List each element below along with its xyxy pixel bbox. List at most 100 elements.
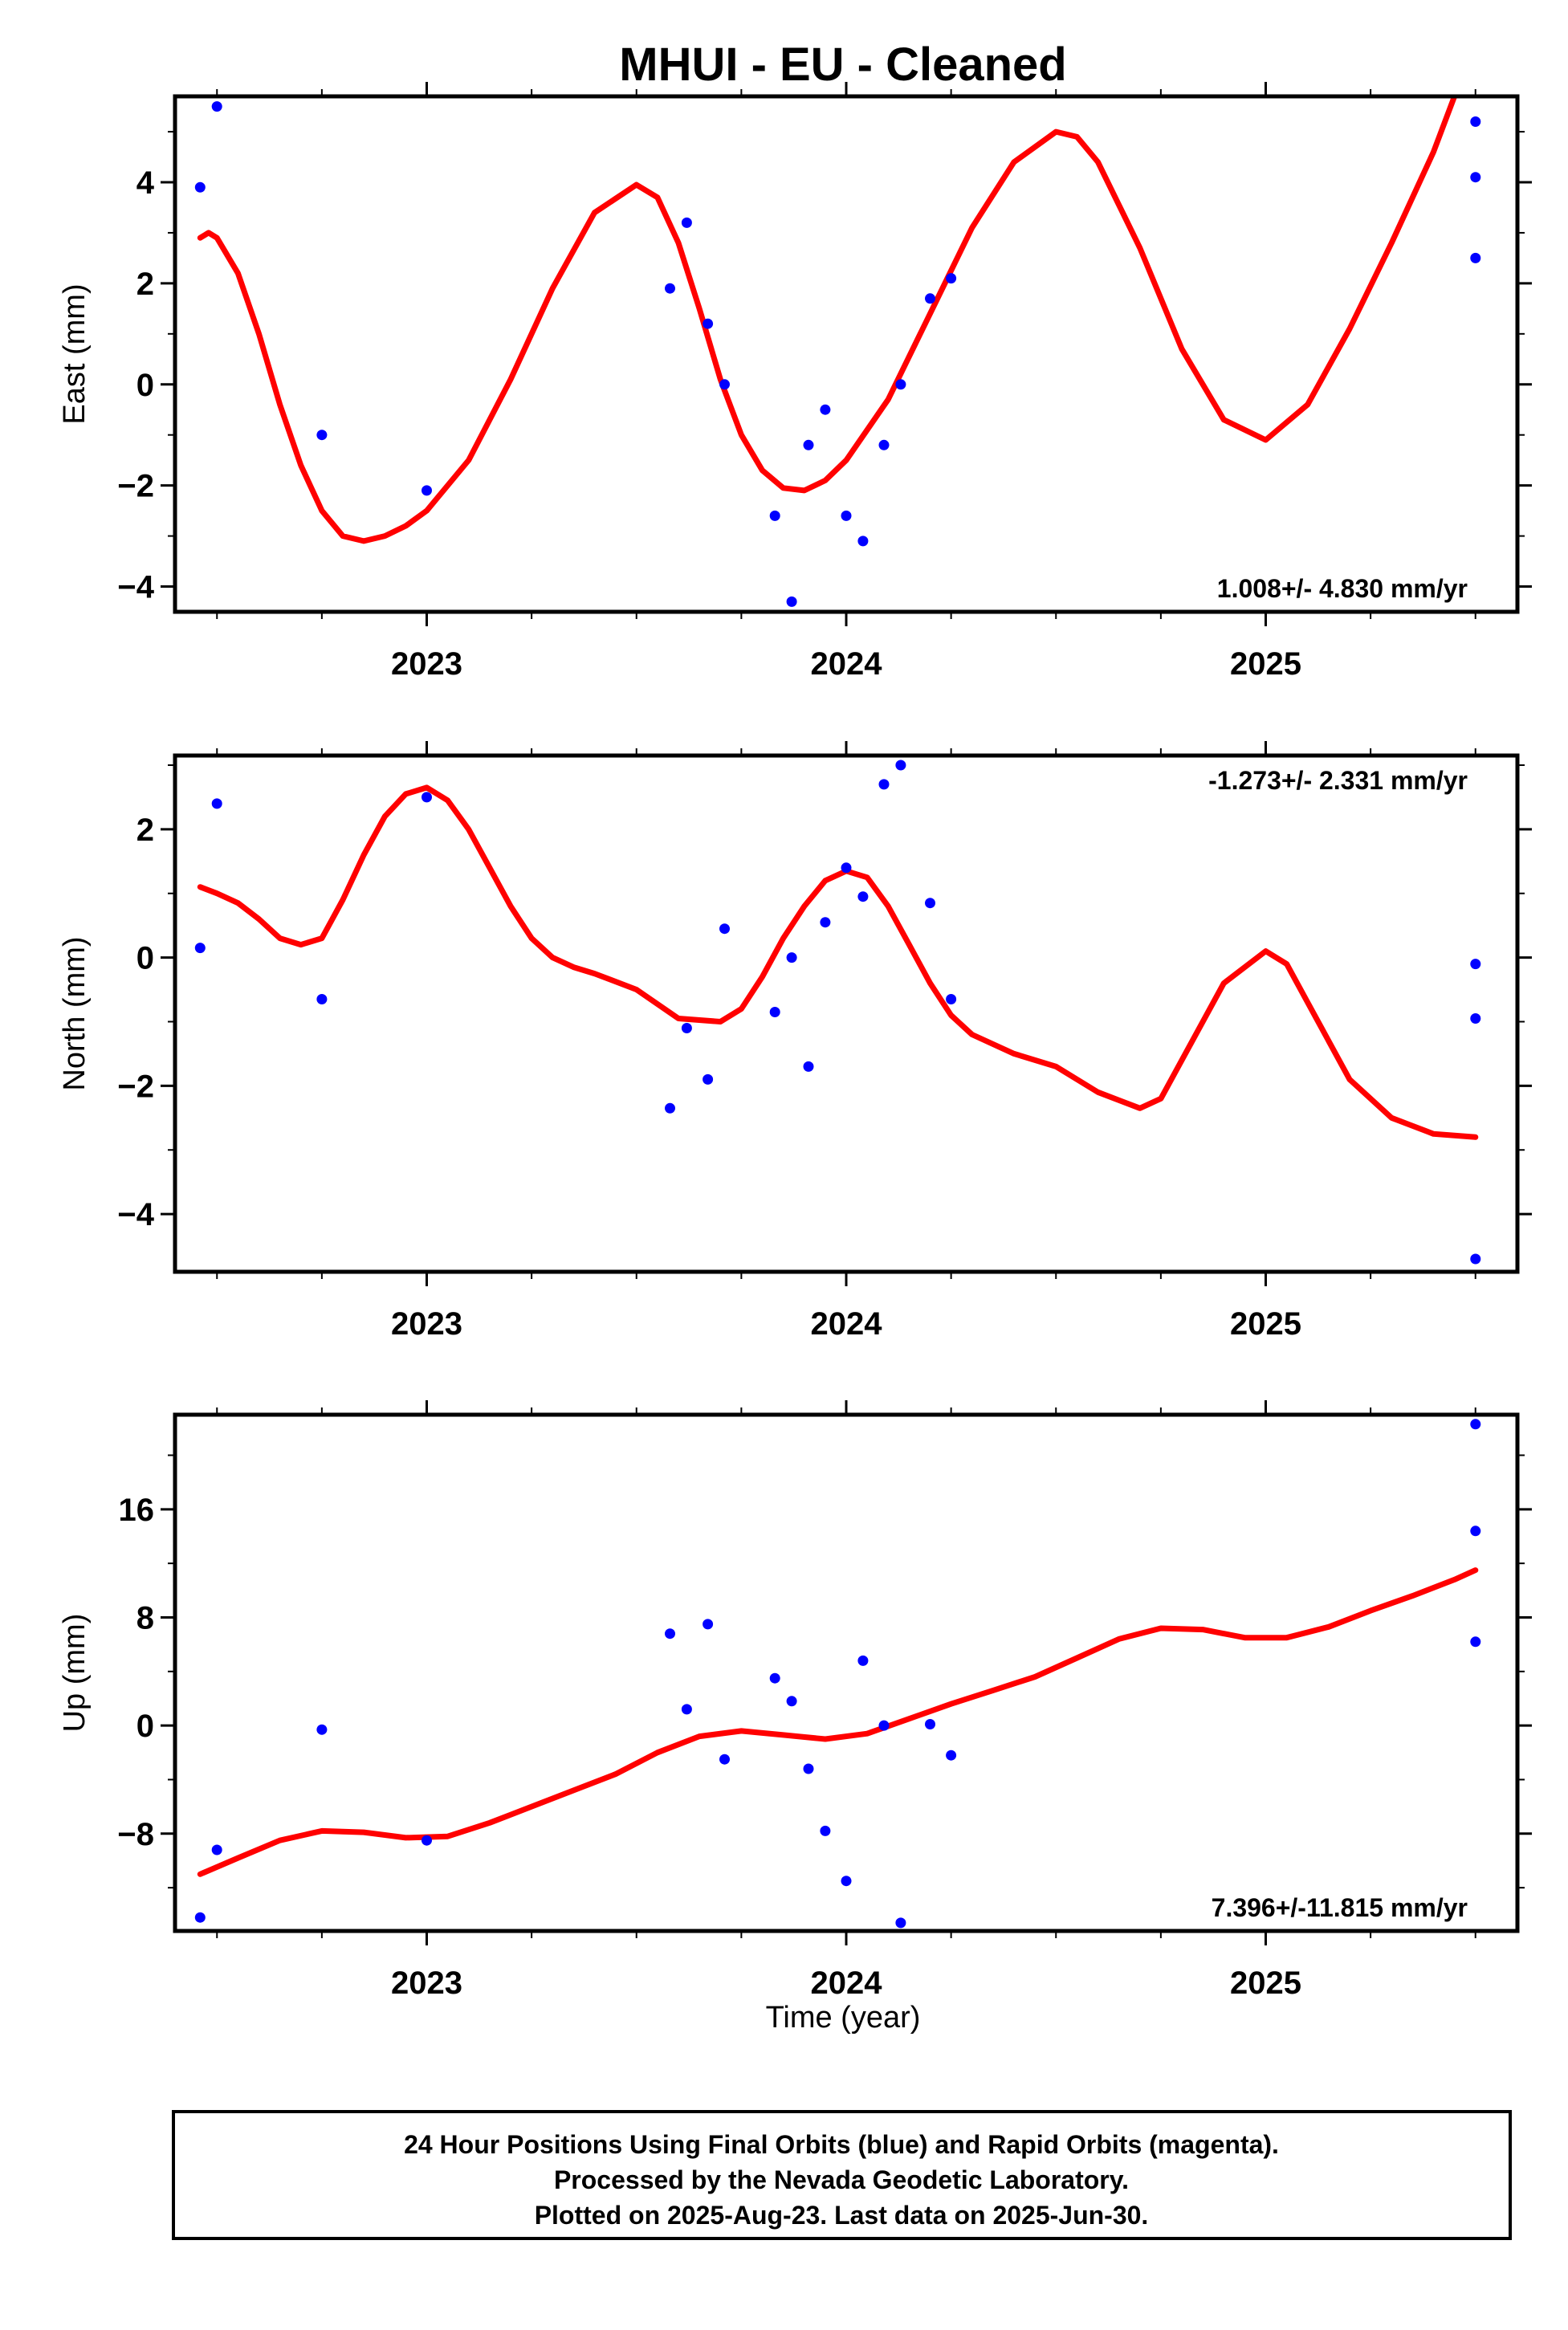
north-ytick-label: −2: [117, 1069, 154, 1104]
up-data-point: [681, 1704, 692, 1715]
up-data-point: [194, 1912, 206, 1923]
up-data-point: [857, 1655, 869, 1666]
up-data-point: [946, 1750, 957, 1761]
east-data-point: [769, 510, 780, 521]
east-xtick-label: 2025: [1230, 646, 1301, 682]
east-data-point: [665, 283, 675, 294]
up-data-point: [316, 1724, 328, 1735]
north-y-axis-label: North (mm): [58, 936, 92, 1090]
up-frame: [173, 1412, 1520, 1933]
north-data-point: [316, 994, 328, 1004]
north-frame: [173, 753, 1520, 1274]
north-data-point: [194, 943, 206, 954]
up-data-point: [422, 1835, 432, 1846]
north-data-point: [946, 994, 957, 1004]
east-ytick-label: −2: [117, 469, 154, 504]
north-data-point: [211, 798, 222, 809]
east-ytick-label: 4: [136, 165, 155, 201]
east-data-point: [803, 439, 814, 450]
east-velocity-label: 1.008+/- 4.830 mm/yr: [1217, 574, 1468, 603]
up-xtick-label: 2025: [1230, 1965, 1301, 2001]
panel-east: −4 −2 0 2 4 2023 2024 2025 East (mm) 1.008+/- 4.8…: [58, 82, 1532, 682]
north-data-point: [925, 898, 935, 909]
east-frame: [173, 94, 1520, 614]
north-ytick-label: 0: [136, 941, 154, 976]
east-data-point: [703, 318, 714, 329]
up-xtick-label: 2024: [811, 1965, 883, 2001]
footer-box: 24 Hour Positions Using Final Orbits (bl…: [172, 2110, 1512, 2240]
figure-title: MHUI - EU - Cleaned: [619, 39, 1067, 91]
north-data-point: [895, 760, 906, 771]
east-xtick-label: 2023: [391, 646, 462, 682]
east-data-point: [422, 485, 432, 496]
up-data-point: [786, 1696, 797, 1707]
north-xtick-label: 2024: [811, 1306, 883, 1342]
north-data-point: [841, 862, 852, 874]
panel-north: −4 −2 0 2 2023 2024 2025 North (mm) -1.273+/- 2.…: [58, 741, 1532, 1342]
up-plot-area: [194, 1419, 1481, 1929]
east-data-point: [211, 101, 222, 112]
up-fit-line: [197, 1567, 1479, 1877]
up-ytick-label: 16: [119, 1493, 155, 1528]
up-data-point: [769, 1672, 780, 1684]
east-data-point: [946, 273, 957, 284]
up-data-point: [895, 1917, 906, 1929]
north-data-point: [681, 1023, 692, 1033]
up-y-axis-label: Up (mm): [58, 1614, 92, 1733]
east-data-point: [925, 293, 935, 304]
east-ytick-label: 2: [136, 267, 154, 302]
east-data-point: [1470, 252, 1481, 263]
east-data-point: [857, 536, 869, 547]
north-data-point: [1470, 1013, 1481, 1024]
east-data-point: [1470, 172, 1481, 183]
east-data-point: [786, 596, 797, 607]
east-ytick-label: −4: [117, 570, 154, 605]
footer-line-3: Plotted on 2025-Aug-23. Last data on 202…: [535, 2201, 1149, 2230]
east-data-point: [841, 510, 852, 521]
panels: −4 −2 0 2 4 2023 2024 2025 East (mm) 1.008+/- 4.8…: [58, 82, 1532, 2001]
up-data-point: [719, 1754, 730, 1765]
north-data-point: [719, 923, 730, 935]
up-data-point: [703, 1619, 714, 1630]
north-data-point: [786, 952, 797, 963]
north-ytick-label: −4: [117, 1197, 154, 1232]
east-ytick-label: 0: [136, 368, 154, 403]
east-data-point: [878, 439, 890, 450]
north-data-point: [1470, 1253, 1481, 1265]
north-data-point: [665, 1102, 675, 1114]
north-data-point: [703, 1073, 714, 1085]
up-data-point: [803, 1763, 814, 1774]
up-data-point: [925, 1719, 935, 1729]
up-data-point: [1470, 1525, 1481, 1537]
north-fit-line: [197, 784, 1479, 1140]
north-data-point: [820, 917, 831, 928]
north-data-point: [878, 779, 890, 790]
east-y-axis-label: East (mm): [58, 283, 92, 424]
east-data-point: [681, 217, 692, 228]
east-data-point: [194, 181, 206, 193]
up-ytick-label: −8: [117, 1817, 154, 1852]
north-plot-area: [194, 760, 1481, 1265]
east-data-point: [1470, 116, 1481, 127]
north-ytick-label: 2: [136, 813, 154, 848]
up-data-point: [841, 1876, 852, 1887]
up-ytick-label: 0: [136, 1709, 154, 1744]
north-data-point: [1470, 959, 1481, 970]
footer-line-2: Processed by the Nevada Geodetic Laborat…: [554, 2165, 1129, 2194]
east-plot-area: [194, 96, 1481, 607]
up-xtick-label: 2023: [391, 1965, 462, 2001]
east-xtick-label: 2024: [811, 646, 883, 682]
north-data-point: [422, 792, 432, 803]
footer-frame: [172, 2110, 1512, 2240]
north-data-point: [857, 891, 869, 902]
up-data-point: [878, 1720, 890, 1731]
footer-line-1: 24 Hour Positions Using Final Orbits (bl…: [404, 2130, 1279, 2159]
north-data-point: [803, 1061, 814, 1072]
up-data-point: [665, 1628, 675, 1640]
north-velocity-label: -1.273+/- 2.331 mm/yr: [1208, 766, 1468, 795]
up-data-point: [820, 1825, 831, 1836]
up-velocity-label: 7.396+/-11.815 mm/yr: [1212, 1893, 1468, 1922]
x-axis-label: Time (year): [766, 2001, 921, 2035]
up-ytick-label: 8: [136, 1600, 154, 1635]
